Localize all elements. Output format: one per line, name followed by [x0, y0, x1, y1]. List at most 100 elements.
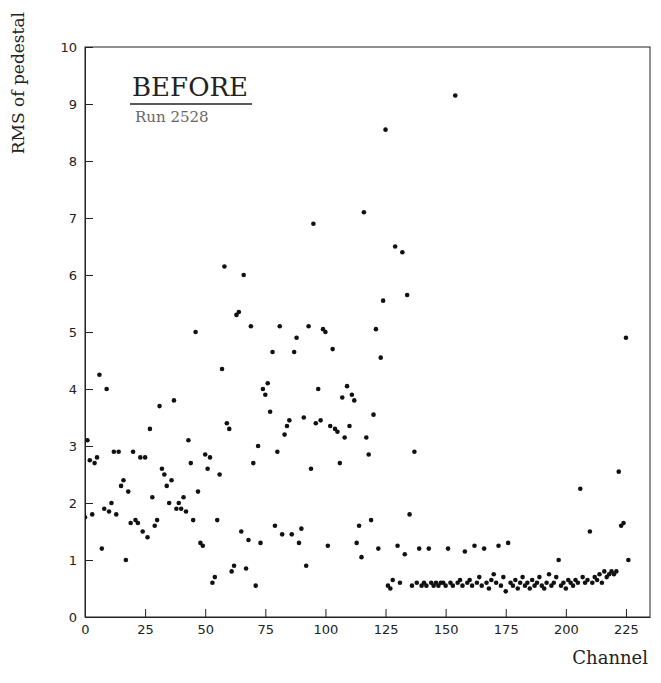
- point: [201, 543, 206, 548]
- y-axis-title: RMS of pedestal: [8, 12, 28, 154]
- point: [395, 543, 400, 548]
- x-axis-title: Channel: [572, 647, 648, 668]
- point: [369, 518, 374, 523]
- point: [330, 347, 335, 352]
- y-tick: 5: [69, 325, 93, 340]
- y-tick: 7: [69, 211, 93, 226]
- point: [410, 583, 415, 588]
- point: [374, 327, 379, 332]
- point: [479, 583, 484, 588]
- point: [535, 581, 540, 586]
- point: [116, 449, 121, 454]
- y-tick-label: 1: [69, 553, 77, 568]
- point: [342, 435, 347, 440]
- point: [239, 529, 244, 534]
- point: [253, 583, 258, 588]
- point: [270, 350, 275, 355]
- point: [261, 387, 266, 392]
- point: [220, 367, 225, 372]
- point: [407, 512, 412, 517]
- point: [102, 506, 107, 511]
- point: [515, 586, 520, 591]
- point: [285, 424, 290, 429]
- point: [547, 572, 552, 577]
- point: [304, 563, 309, 568]
- x-tick: 75: [258, 609, 275, 637]
- y-tick: 1: [69, 553, 93, 568]
- point: [246, 538, 251, 543]
- point: [487, 586, 492, 591]
- point: [554, 575, 559, 580]
- point: [383, 127, 388, 132]
- x-tick-mark: [506, 609, 507, 617]
- point: [347, 424, 352, 429]
- point: [518, 581, 523, 586]
- point: [503, 589, 508, 594]
- point: [203, 452, 208, 457]
- point: [491, 572, 496, 577]
- point: [188, 461, 193, 466]
- plot-frame: [85, 47, 650, 617]
- point: [217, 472, 222, 477]
- point: [626, 558, 631, 563]
- point: [506, 541, 511, 546]
- y-tick-mark: [85, 332, 93, 333]
- points: [85, 93, 631, 593]
- y-tick-mark: [85, 218, 93, 219]
- point: [511, 583, 516, 588]
- point: [289, 532, 294, 537]
- y-tick-label: 8: [69, 154, 77, 169]
- point: [309, 467, 314, 472]
- point: [345, 384, 350, 389]
- point: [443, 583, 448, 588]
- x-axis-line: [86, 617, 651, 618]
- point: [150, 495, 155, 500]
- point: [470, 583, 475, 588]
- point: [544, 581, 549, 586]
- x-axis: 0255075100125150175200225: [81, 609, 650, 637]
- x-tick-mark: [626, 609, 627, 617]
- point: [624, 335, 629, 340]
- point: [388, 586, 393, 591]
- point: [294, 335, 299, 340]
- point: [148, 427, 153, 432]
- x-tick-label: 125: [374, 622, 399, 637]
- point: [167, 501, 172, 506]
- point: [616, 469, 621, 474]
- point: [174, 506, 179, 511]
- x-tick-label: 25: [137, 622, 154, 637]
- point: [362, 210, 367, 215]
- point: [225, 421, 230, 426]
- y-tick-label: 10: [60, 40, 77, 55]
- point: [366, 452, 371, 457]
- point: [585, 578, 590, 583]
- point: [381, 298, 386, 303]
- x-tick: 150: [434, 609, 459, 637]
- point: [136, 521, 141, 526]
- point: [227, 427, 232, 432]
- x-tick: 200: [554, 609, 579, 637]
- point: [352, 398, 357, 403]
- y-tick-label: 6: [69, 268, 77, 283]
- point: [160, 467, 165, 472]
- y-tick-label: 5: [69, 325, 77, 340]
- point: [265, 381, 270, 386]
- y-tick-mark: [85, 104, 93, 105]
- y-tick-mark: [85, 560, 93, 561]
- point: [263, 392, 268, 397]
- y-tick: 4: [69, 382, 93, 397]
- point: [193, 330, 198, 335]
- point: [100, 546, 105, 551]
- point: [590, 581, 595, 586]
- title: BEFORE: [132, 72, 248, 102]
- point: [338, 461, 343, 466]
- point: [210, 581, 215, 586]
- y-tick-mark: [85, 275, 93, 276]
- point: [350, 392, 355, 397]
- y-tick: 2: [69, 496, 93, 511]
- point: [90, 512, 95, 517]
- point: [95, 455, 100, 460]
- x-tick-mark: [386, 609, 387, 617]
- x-tick-label: 100: [314, 622, 339, 637]
- point: [595, 578, 600, 583]
